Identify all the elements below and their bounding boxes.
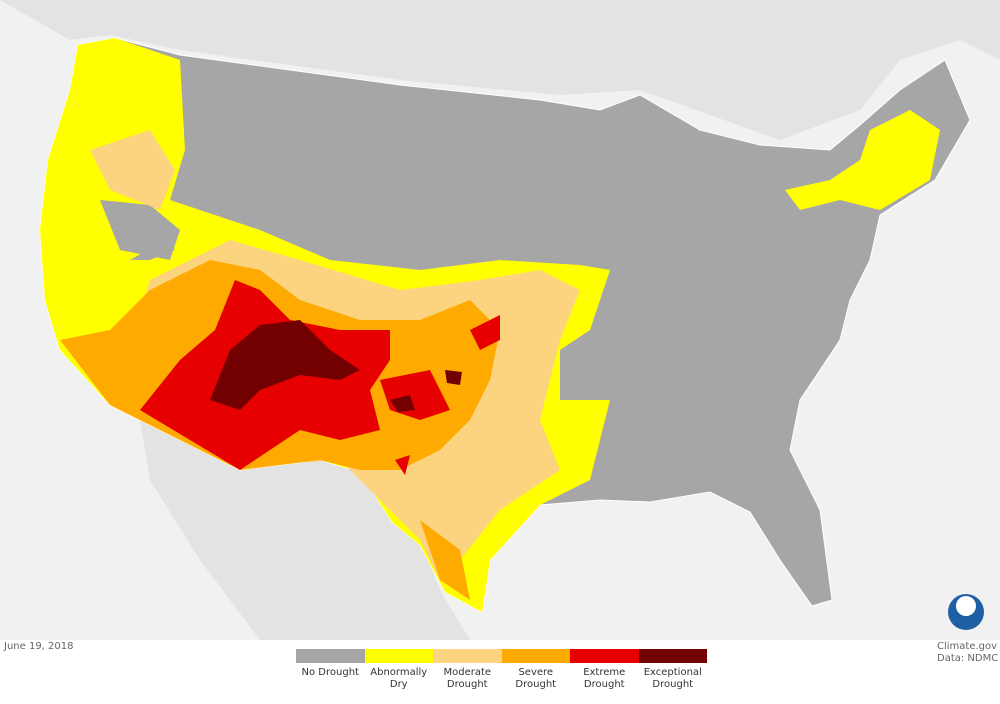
drought-map [0,0,1000,640]
legend-item: Abnormally Dry [364,649,433,691]
legend-swatch [570,649,639,663]
legend-item: Severe Drought [501,649,570,691]
legend-label: Extreme Drought [583,667,626,690]
legend-swatch [296,649,365,663]
credit-data: Data: NDMC [937,653,999,664]
zone [100,200,180,260]
legend-label: No Drought [301,667,359,678]
legend-item: Exceptional Drought [638,649,707,691]
legend: No Drought Abnormally Dry Moderate Drought… [296,649,707,691]
credit-source: Climate.gov [937,641,998,652]
legend-item: Moderate Drought [433,649,502,691]
canada [0,0,1000,140]
zone [210,320,462,412]
legend-label: Severe Drought [515,667,557,690]
noaa-logo [948,594,984,630]
legend-swatch [501,649,570,663]
legend-item: Extreme Drought [570,649,639,691]
logo-inner [956,596,976,616]
date: June 19, 2018 [4,641,74,652]
legend-label: Moderate Drought [443,667,492,690]
legend-swatch [638,649,707,663]
legend-swatch [433,649,502,663]
zone [785,110,940,210]
legend-swatch [364,649,433,663]
mexico [140,420,470,640]
legend-label: Abnormally Dry [370,667,428,690]
legend-item: No Drought [296,649,365,691]
drought-zones [40,38,940,612]
legend-label: Exceptional Drought [643,667,702,690]
